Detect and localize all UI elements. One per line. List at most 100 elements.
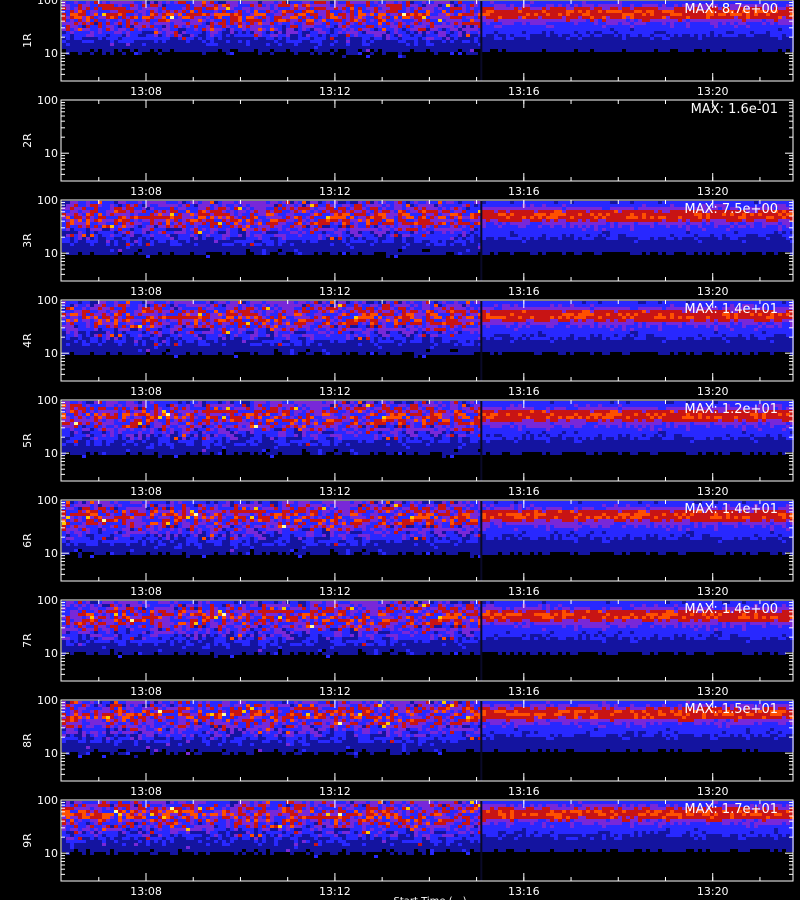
heatmap-cell <box>274 234 278 237</box>
heatmap-cell <box>382 46 386 49</box>
heatmap-cell <box>742 22 746 25</box>
heatmap-cell <box>294 228 298 231</box>
heatmap-cell <box>114 1 118 4</box>
heatmap-cell <box>170 216 174 219</box>
heatmap-cell <box>782 4 786 7</box>
heatmap-cell <box>298 7 302 10</box>
heatmap-cell <box>194 210 198 213</box>
heatmap-cell <box>490 1 494 4</box>
heatmap-cell <box>558 4 562 7</box>
heatmap-cell <box>534 40 538 43</box>
heatmap-cell <box>382 225 386 228</box>
heatmap-cell <box>402 37 406 40</box>
heatmap-cell <box>446 25 450 28</box>
heatmap-cell <box>318 19 322 22</box>
heatmap-cell <box>546 34 550 37</box>
heatmap-cell <box>506 31 510 34</box>
heatmap-cell <box>214 216 218 219</box>
heatmap-cell <box>698 25 702 28</box>
heatmap-cell <box>530 1 534 4</box>
heatmap-cell <box>678 46 682 49</box>
heatmap-cell <box>450 40 454 43</box>
heatmap-cell <box>450 49 454 52</box>
heatmap-cell <box>778 34 782 37</box>
heatmap-cell <box>250 237 254 240</box>
heatmap-cell <box>674 19 678 22</box>
heatmap-cell <box>562 22 566 25</box>
heatmap-cell <box>170 228 174 231</box>
heatmap-cell <box>142 249 146 252</box>
heatmap-cell <box>302 22 306 25</box>
heatmap-cell <box>194 237 198 240</box>
heatmap-cell <box>134 201 138 204</box>
heatmap-cell <box>530 19 534 22</box>
heatmap-cell <box>390 246 394 249</box>
heatmap-cell <box>342 22 346 25</box>
heatmap-cell <box>358 16 362 19</box>
heatmap-cell <box>174 49 178 52</box>
heatmap-cell <box>110 228 114 231</box>
heatmap-cell <box>754 37 758 40</box>
heatmap-cell <box>306 252 310 255</box>
heatmap-cell <box>730 28 734 31</box>
heatmap-cell <box>78 1 82 4</box>
heatmap-cell <box>246 222 250 225</box>
heatmap-cell <box>374 37 378 40</box>
heatmap-cell <box>278 231 282 234</box>
heatmap-cell <box>398 210 402 213</box>
heatmap-cell <box>486 7 490 10</box>
heatmap-cell <box>62 243 66 246</box>
heatmap-cell <box>358 204 362 207</box>
heatmap-cell <box>302 13 306 16</box>
heatmap-cell <box>442 243 446 246</box>
heatmap-cell <box>350 10 354 13</box>
heatmap-cell <box>258 52 262 55</box>
heatmap-cell <box>446 31 450 34</box>
heatmap-cell <box>558 16 562 19</box>
heatmap-cell <box>366 228 370 231</box>
heatmap-cell <box>386 49 390 52</box>
heatmap-cell <box>190 240 194 243</box>
heatmap-cell <box>146 22 150 25</box>
heatmap-cell <box>410 46 414 49</box>
heatmap-cell <box>406 249 410 252</box>
heatmap-cell <box>310 252 314 255</box>
heatmap-cell <box>774 25 778 28</box>
heatmap-cell <box>350 234 354 237</box>
heatmap-cell <box>82 31 86 34</box>
heatmap-cell <box>434 7 438 10</box>
heatmap-cell <box>770 46 774 49</box>
heatmap-cell <box>250 16 254 19</box>
heatmap-cell <box>94 1 98 4</box>
heatmap-cell <box>542 40 546 43</box>
heatmap-cell <box>250 225 254 228</box>
heatmap-cell <box>626 28 630 31</box>
heatmap-cell <box>398 10 402 13</box>
heatmap-cell <box>418 201 422 204</box>
heatmap-cell <box>94 37 98 40</box>
heatmap-cell <box>246 225 250 228</box>
heatmap-cell <box>314 213 318 216</box>
heatmap-cell <box>378 19 382 22</box>
heatmap-cell <box>266 13 270 16</box>
heatmap-cell <box>606 46 610 49</box>
heatmap-cell <box>366 13 370 16</box>
heatmap-cell <box>418 40 422 43</box>
heatmap-cell <box>154 240 158 243</box>
heatmap-cell <box>254 225 258 228</box>
heatmap-cell <box>522 10 526 13</box>
heatmap-cell <box>158 225 162 228</box>
heatmap-cell <box>166 43 170 46</box>
heatmap-cell <box>562 40 566 43</box>
heatmap-cell <box>226 249 230 252</box>
heatmap-cell <box>430 40 434 43</box>
heatmap-cell <box>122 240 126 243</box>
heatmap-cell <box>550 19 554 22</box>
heatmap-cell <box>318 210 322 213</box>
heatmap-cell <box>198 1 202 4</box>
heatmap-cell <box>498 7 502 10</box>
heatmap-cell <box>534 25 538 28</box>
heatmap-cell <box>226 49 230 52</box>
heatmap-cell <box>378 25 382 28</box>
heatmap-cell <box>686 46 690 49</box>
